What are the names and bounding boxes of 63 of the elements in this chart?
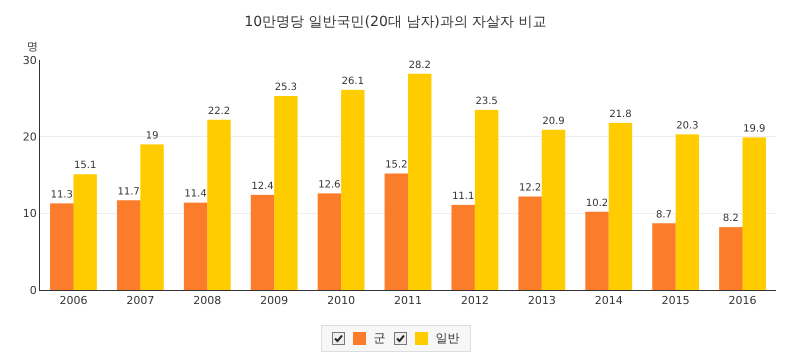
x-tick-label: 2006 [59,294,88,308]
legend-label: 군 [374,330,386,347]
data-label: 10.2 [586,198,608,209]
data-label: 19 [146,130,158,142]
data-label: 20.9 [542,116,565,127]
y-tick-label: 0 [30,284,37,297]
bar [608,122,632,290]
bar [518,196,542,290]
bar [408,74,432,290]
data-label: 12.2 [518,182,542,194]
x-tick-label: 2011 [394,294,422,308]
data-label: 21.8 [609,108,632,120]
bar [274,96,298,290]
bar [140,144,164,290]
bar [742,137,766,290]
data-label: 12.4 [251,180,274,192]
legend-label: 일반 [436,330,460,347]
x-tick-label: 2009 [260,294,288,308]
bar [719,227,743,290]
x-tick-label: 2014 [594,294,623,308]
bar [652,223,676,290]
bar [207,120,231,290]
bar [542,130,566,290]
data-label: 26.1 [342,76,364,87]
bar [384,173,408,290]
data-label: 8.2 [722,213,739,224]
x-tick-label: 2010 [327,294,356,308]
x-tick-label: 2008 [193,294,222,308]
data-label: 15.2 [385,159,408,170]
bar [50,203,74,290]
bar [184,202,208,290]
x-tick-label: 2013 [528,294,556,308]
data-label: 15.1 [74,160,96,172]
y-tick-label: 20 [22,130,37,144]
data-label: 11.7 [118,186,140,198]
bar [116,200,140,290]
data-label: 20.3 [676,120,698,132]
data-label: 22.2 [208,106,230,117]
bar [474,110,498,290]
y-tick-label: 10 [22,207,37,220]
x-tick-label: 2012 [460,294,489,308]
data-label: 25.3 [274,82,298,94]
bar [341,90,365,290]
bar [318,193,342,290]
data-label: 12.6 [318,179,341,190]
data-label: 19.9 [743,123,766,134]
data-label: 23.5 [475,96,498,107]
data-label: 11.1 [452,190,474,202]
y-axis-title: 명 [27,40,38,53]
bar [451,204,475,290]
y-tick-label: 30 [22,54,37,67]
x-tick-label: 2016 [728,294,757,308]
data-label: 28.2 [408,60,431,71]
bar [250,194,274,290]
x-tick-label: 2015 [662,294,690,308]
bar [676,134,700,290]
data-label: 11.4 [184,188,207,200]
data-label: 11.3 [50,189,73,200]
bar [585,212,609,290]
x-tick-label: 2007 [126,294,154,308]
data-label: 8.7 [656,209,672,220]
bar [73,174,97,290]
chart-title: 10만명당 일반국민(20대 남자)과의 자살자 비교 [244,14,547,30]
